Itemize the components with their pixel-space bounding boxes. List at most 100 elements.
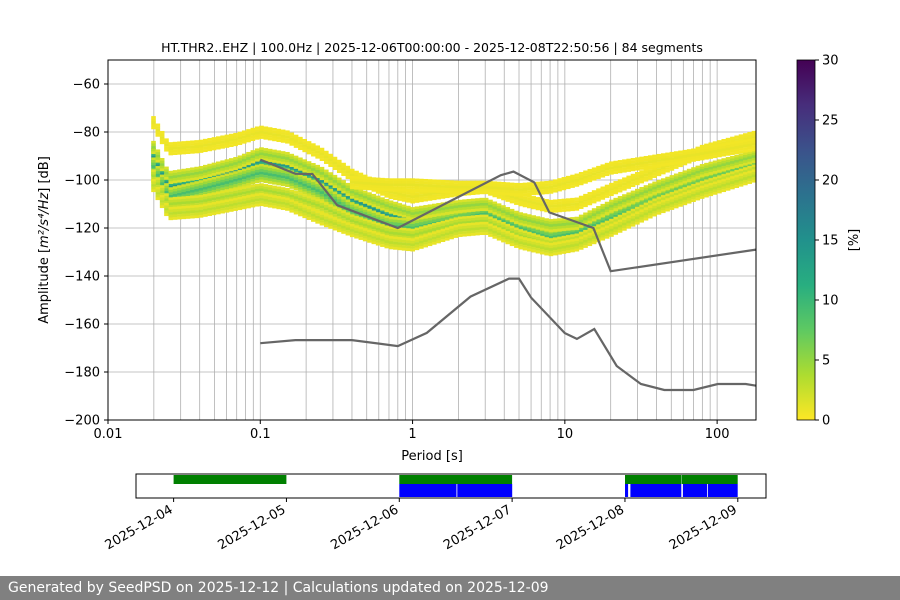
heatmap-cell: [600, 186, 606, 190]
heatmap-cell: [678, 198, 683, 202]
heatmap-cell: [293, 193, 299, 197]
heatmap-cell: [319, 217, 325, 221]
heatmap-cell: [228, 158, 234, 161]
heatmap-cell: [181, 148, 187, 152]
heatmap-cell: [743, 165, 748, 168]
heatmap-cell: [177, 179, 182, 183]
heatmap-cell: [427, 181, 433, 185]
heatmap-cell: [734, 167, 740, 171]
heatmap-cell: [315, 220, 320, 224]
heatmap-cell: [712, 186, 718, 190]
heatmap-cell: [401, 247, 407, 251]
heatmap-cell: [155, 173, 161, 177]
heatmap-cell: [241, 196, 247, 199]
heatmap-cell: [289, 197, 295, 201]
heatmap-cell: [695, 187, 701, 191]
heatmap-cell: [656, 201, 662, 205]
heatmap-cell: [578, 244, 584, 248]
heatmap-cell: [643, 185, 649, 188]
heatmap-cell: [492, 189, 498, 192]
heatmap-cell: [483, 232, 489, 236]
heatmap-cell: [203, 186, 208, 190]
heatmap-cell: [384, 225, 390, 229]
heatmap-cell: [518, 222, 524, 226]
heatmap-cell: [725, 157, 731, 160]
heatmap-cell: [332, 161, 338, 165]
heatmap-cell: [462, 225, 467, 229]
heatmap-cell: [501, 187, 506, 190]
heatmap-cell: [324, 153, 329, 157]
heatmap-cell: [488, 231, 493, 235]
heatmap-cell: [691, 177, 696, 181]
heatmap-cell: [635, 219, 640, 223]
heatmap-cell: [155, 131, 161, 135]
heatmap-cell: [583, 193, 588, 197]
heatmap-cell: [639, 177, 644, 181]
heatmap-cell: [190, 182, 195, 186]
heatmap-cell: [570, 222, 575, 226]
heatmap-cell: [725, 172, 731, 176]
heatmap-cell: [613, 208, 619, 212]
heatmap-cell: [427, 179, 433, 182]
heatmap-cell: [738, 158, 744, 162]
heatmap-cell: [470, 203, 476, 207]
heatmap-cell: [643, 187, 649, 191]
heatmap-cell: [665, 187, 670, 190]
heatmap-cell: [721, 158, 727, 161]
heatmap-cell: [164, 205, 169, 209]
heatmap-cell: [665, 196, 670, 199]
heatmap-cell: [349, 200, 355, 204]
heatmap-cell: [531, 206, 536, 210]
heatmap-cell: [181, 173, 187, 177]
heatmap-cell: [384, 188, 390, 192]
heatmap-cell: [259, 133, 264, 137]
heatmap-cell: [384, 237, 390, 241]
heatmap-cell: [354, 218, 359, 222]
heatmap-cell: [419, 222, 424, 226]
heatmap-cell: [630, 193, 636, 196]
heatmap-cell: [319, 158, 325, 161]
heatmap-cell: [159, 190, 165, 194]
heatmap-cell: [630, 221, 636, 225]
heatmap-cell: [341, 190, 346, 194]
heatmap-cell: [181, 168, 187, 172]
heatmap-cell: [712, 191, 718, 195]
heatmap-cell: [341, 192, 346, 196]
heatmap-cell: [660, 210, 666, 214]
heatmap-cell: [423, 196, 428, 199]
heatmap-cell: [423, 207, 428, 211]
heatmap-cell: [388, 226, 394, 230]
heatmap-cell: [263, 129, 269, 132]
heatmap-cell: [730, 186, 735, 190]
heatmap-cell: [643, 217, 649, 221]
heatmap-cell: [177, 199, 182, 203]
heatmap-cell: [501, 224, 506, 228]
heatmap-cell: [224, 167, 230, 170]
heatmap-cell: [609, 226, 614, 230]
heatmap-cell: [738, 156, 744, 159]
heatmap-cell: [155, 185, 161, 188]
heatmap-cell: [440, 212, 446, 216]
heatmap-cell: [345, 190, 351, 194]
heatmap-cell: [648, 171, 653, 175]
heatmap-cell: [393, 226, 398, 230]
heatmap-cell: [613, 191, 619, 195]
heatmap-cell: [285, 171, 290, 174]
heatmap-cell: [518, 195, 524, 199]
heatmap-cell: [410, 248, 416, 252]
heatmap-cell: [570, 224, 575, 228]
heatmap-cell: [470, 225, 476, 228]
heatmap-cell: [194, 181, 200, 185]
heatmap-cell: [272, 138, 277, 142]
heatmap-cell: [505, 238, 511, 242]
heatmap-cell: [449, 206, 454, 209]
heatmap-cell: [263, 196, 269, 200]
heatmap-cell: [384, 206, 390, 210]
heatmap-cell: [164, 169, 169, 172]
heatmap-cell: [462, 223, 467, 227]
heatmap-cell: [190, 215, 195, 219]
heatmap-cell: [306, 176, 312, 179]
heatmap-cell: [717, 188, 722, 191]
heatmap-cell: [656, 199, 662, 203]
heatmap-cell: [203, 189, 208, 193]
